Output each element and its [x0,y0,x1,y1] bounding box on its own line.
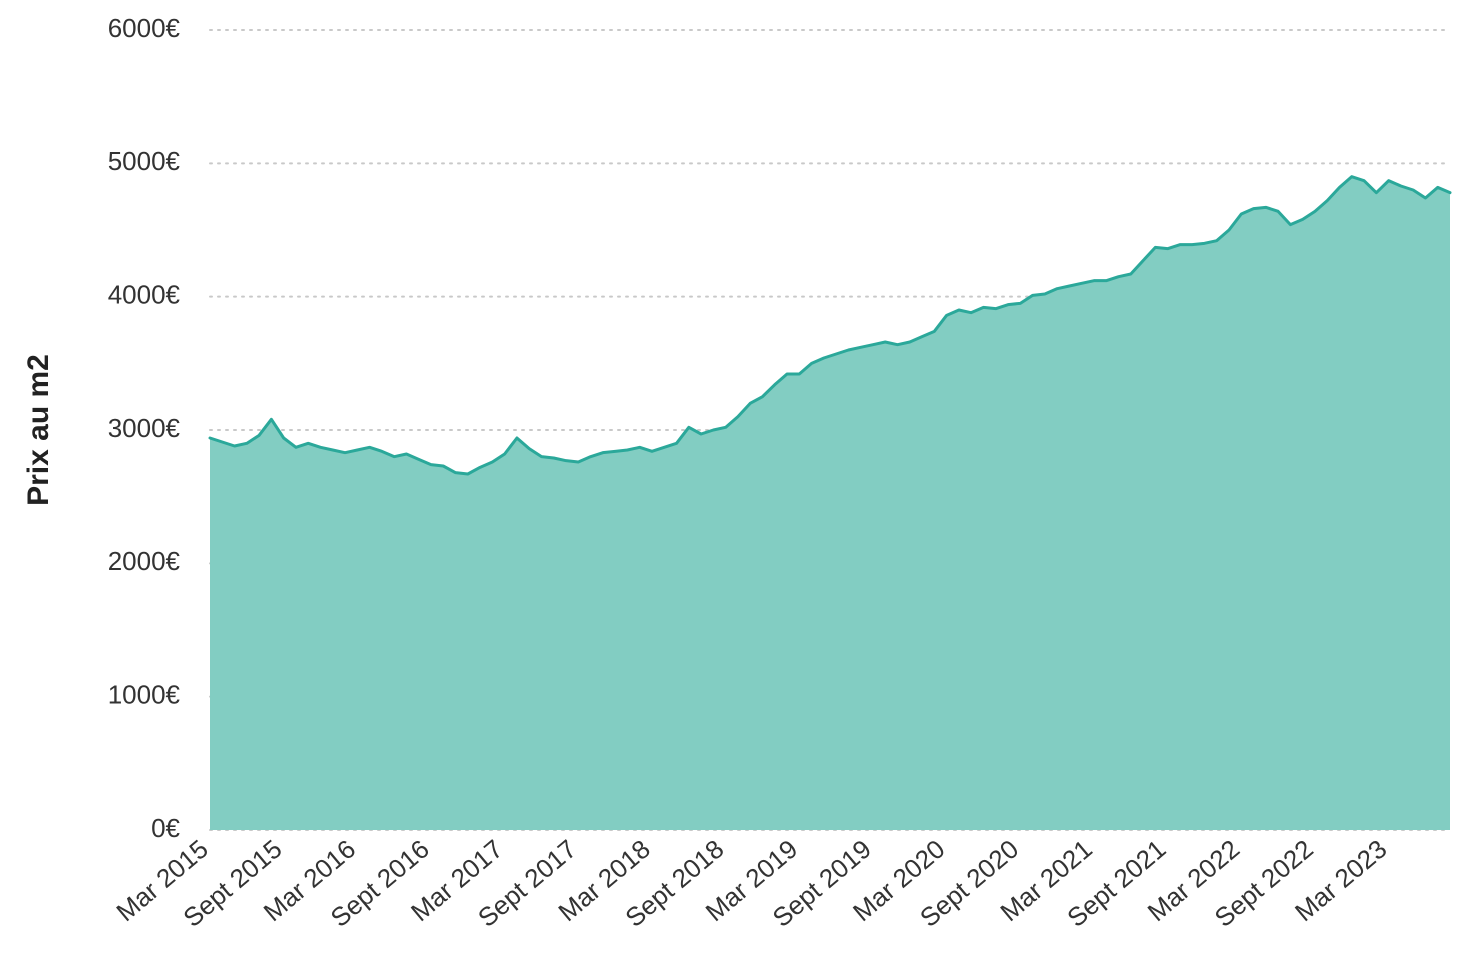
y-tick-label: 0€ [151,813,180,843]
y-tick-label: 2000€ [108,546,181,576]
y-tick-label: 5000€ [108,146,181,176]
price-chart: 0€1000€2000€3000€4000€5000€6000€Mar 2015… [0,0,1468,967]
y-tick-label: 6000€ [108,13,181,43]
y-axis-label: Prix au m2 [22,354,55,506]
y-tick-label: 1000€ [108,680,181,710]
y-tick-label: 4000€ [108,280,181,310]
chart-svg: 0€1000€2000€3000€4000€5000€6000€Mar 2015… [0,0,1468,967]
y-tick-label: 3000€ [108,413,181,443]
